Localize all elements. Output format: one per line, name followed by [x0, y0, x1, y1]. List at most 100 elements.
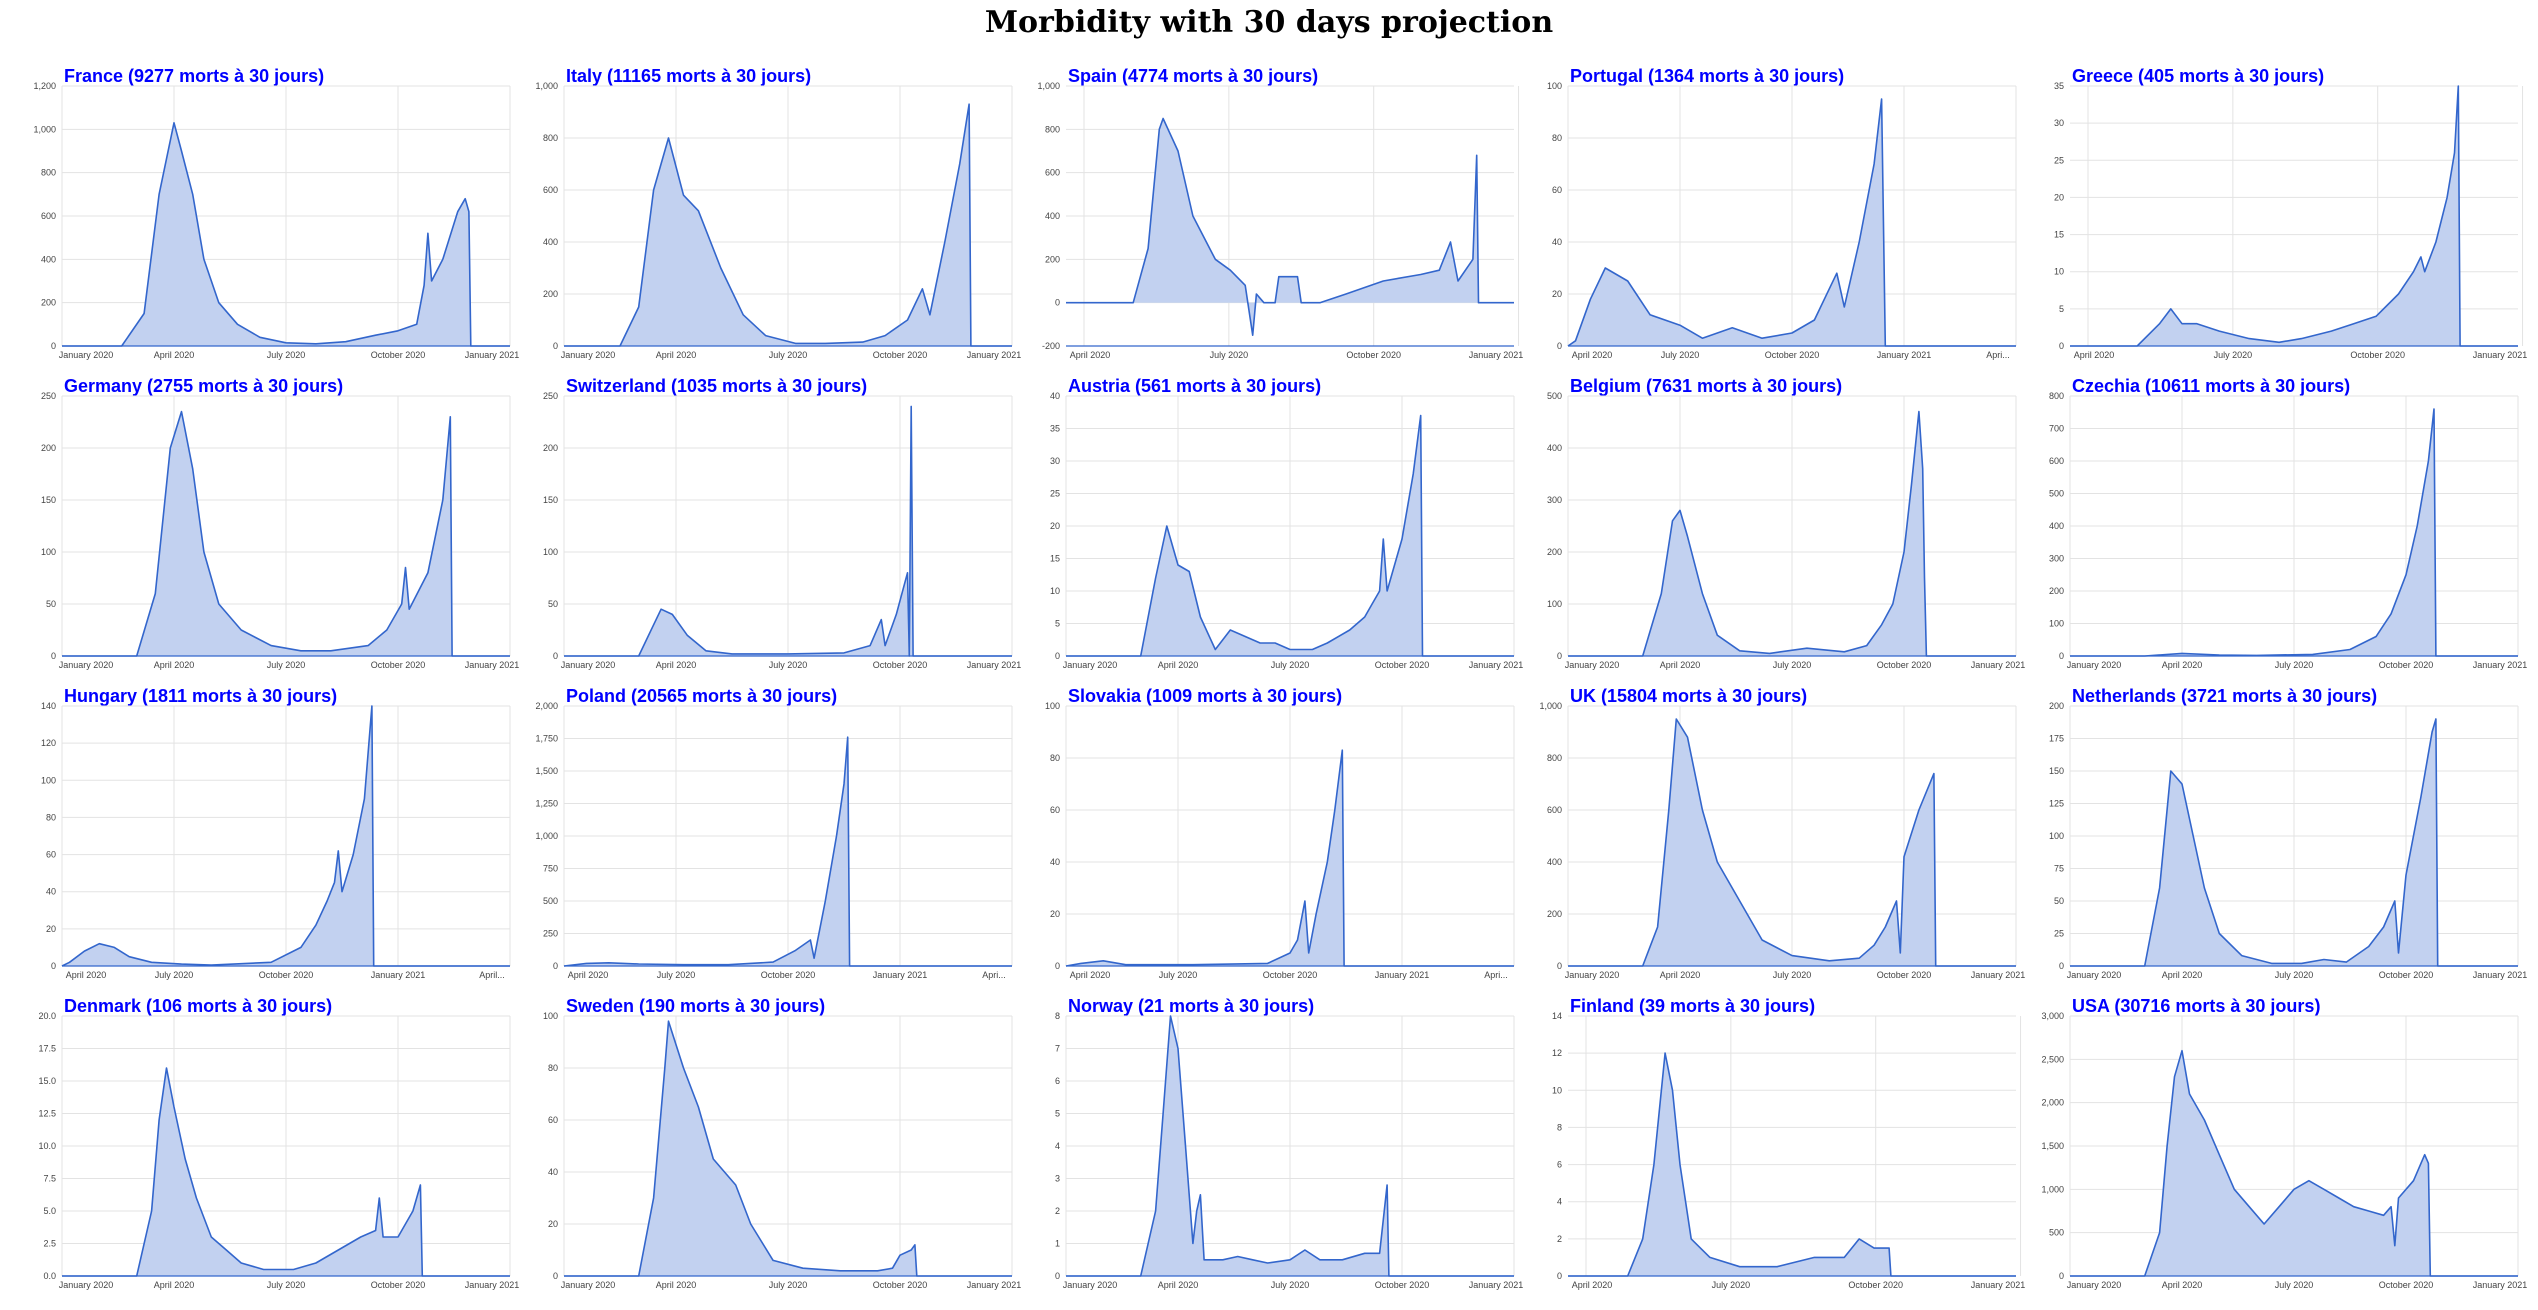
x-tick-label: April 2020 — [66, 970, 107, 980]
series-area — [1568, 99, 2016, 346]
series-area — [1066, 118, 1514, 336]
y-tick-label: 800 — [1045, 124, 1060, 134]
y-tick-label: 15.0 — [38, 1076, 56, 1086]
y-tick-label: 0.0 — [43, 1271, 56, 1281]
x-tick-label: July 2020 — [1773, 970, 1812, 980]
y-tick-label: 3,000 — [2041, 1011, 2064, 1021]
series-line — [2070, 85, 2518, 347]
y-tick-label: 0 — [1055, 298, 1060, 308]
chart-title: Belgium (7631 morts à 30 jours) — [1570, 376, 1842, 396]
y-tick-label: 400 — [41, 254, 56, 264]
series-area — [2070, 86, 2518, 346]
x-tick-label: October 2020 — [2379, 970, 2434, 980]
series-line — [1066, 1015, 1514, 1277]
y-tick-label: 0 — [1055, 1271, 1060, 1281]
chart-title: Spain (4774 morts à 30 jours) — [1068, 66, 1318, 86]
series-line — [1066, 414, 1514, 657]
y-tick-label: 10.0 — [38, 1141, 56, 1151]
x-tick-label: January 2021 — [2473, 660, 2528, 670]
series-line — [61, 705, 510, 967]
series-area — [2070, 1050, 2518, 1276]
chart-title: Germany (2755 morts à 30 jours) — [64, 376, 343, 396]
y-tick-label: 750 — [543, 864, 558, 874]
y-tick-label: 10 — [1552, 1085, 1562, 1095]
y-tick-label: 12 — [1552, 1048, 1562, 1058]
y-tick-label: 6 — [1055, 1076, 1060, 1086]
y-tick-label: 20 — [1552, 289, 1562, 299]
y-tick-label: 200 — [543, 289, 558, 299]
y-tick-label: 250 — [41, 391, 56, 401]
x-tick-label: October 2020 — [873, 660, 928, 670]
y-tick-label: 500 — [2049, 1228, 2064, 1238]
y-tick-label: 700 — [2049, 424, 2064, 434]
y-tick-label: 25 — [2054, 155, 2064, 165]
x-tick-label: October 2020 — [873, 1280, 928, 1290]
y-tick-label: 2,000 — [2041, 1098, 2064, 1108]
x-tick-label: October 2020 — [761, 970, 816, 980]
y-tick-label: 100 — [2049, 831, 2064, 841]
y-tick-label: 40 — [1050, 391, 1060, 401]
chart-panel: Greece (405 morts à 30 jours) 0 5 10 15 20 25 3… — [2054, 66, 2527, 360]
chart-panel: Netherlands (3721 morts à 30 jours) 0 25 50… — [2049, 686, 2527, 980]
y-tick-label: 60 — [1050, 805, 1060, 815]
x-tick-label: July 2020 — [1271, 1280, 1310, 1290]
chart-title: Poland (20565 morts à 30 jours) — [566, 686, 837, 706]
y-tick-label: 200 — [1045, 254, 1060, 264]
y-tick-label: 20 — [1050, 521, 1060, 531]
chart-title: Netherlands (3721 morts à 30 jours) — [2072, 686, 2377, 706]
x-tick-label: January 2021 — [967, 350, 1022, 360]
chart-panel: Sweden (190 morts à 30 jours) 0 20 40 60 80 10… — [543, 996, 1021, 1290]
x-tick-label: April 2020 — [1158, 1280, 1199, 1290]
chart-title: Hungary (1811 morts à 30 jours) — [64, 686, 337, 706]
chart-title: Austria (561 morts à 30 jours) — [1068, 376, 1321, 396]
y-tick-label: 1,000 — [535, 831, 558, 841]
y-tick-label: 2 — [1055, 1206, 1060, 1216]
y-tick-label: 7.5 — [43, 1174, 56, 1184]
y-tick-label: 1,200 — [33, 81, 56, 91]
y-tick-label: 800 — [543, 133, 558, 143]
y-tick-label: 0 — [51, 961, 56, 971]
x-tick-label: Apri... — [1986, 350, 2010, 360]
y-tick-label: 0 — [2059, 961, 2064, 971]
x-tick-label: January 2021 — [465, 1280, 520, 1290]
x-tick-label: April 2020 — [1070, 970, 1111, 980]
series-line — [2070, 1049, 2518, 1277]
x-tick-label: April 2020 — [1660, 970, 1701, 980]
y-tick-label: 50 — [548, 599, 558, 609]
y-tick-label: 20 — [548, 1219, 558, 1229]
y-tick-label: 1,500 — [535, 766, 558, 776]
chart-panel: USA (30716 morts à 30 jours) 0 500 1,000 1,5… — [2041, 996, 2527, 1290]
series-area — [1066, 1016, 1514, 1276]
y-tick-label: 20 — [46, 924, 56, 934]
x-tick-label: April 2020 — [2074, 350, 2115, 360]
y-tick-label: 600 — [1045, 168, 1060, 178]
x-tick-label: January 2020 — [561, 1280, 616, 1290]
x-tick-label: April 2020 — [2162, 1280, 2203, 1290]
y-tick-label: 8 — [1557, 1122, 1562, 1132]
x-tick-label: October 2020 — [2379, 1280, 2434, 1290]
y-tick-label: 40 — [46, 887, 56, 897]
y-tick-label: 200 — [41, 298, 56, 308]
y-tick-label: 1,000 — [1539, 701, 1562, 711]
series-area — [62, 411, 510, 656]
x-tick-label: January 2021 — [1469, 1280, 1524, 1290]
x-tick-label: January 2021 — [1469, 350, 1524, 360]
series-area — [2070, 409, 2518, 656]
series-line — [1066, 117, 1514, 336]
chart-title: Sweden (190 morts à 30 jours) — [566, 996, 825, 1016]
x-tick-label: January 2020 — [1565, 970, 1620, 980]
y-tick-label: 250 — [543, 391, 558, 401]
y-tick-label: 14 — [1552, 1011, 1562, 1021]
y-tick-label: 20.0 — [38, 1011, 56, 1021]
y-tick-label: 50 — [2054, 896, 2064, 906]
y-tick-label: 400 — [1045, 211, 1060, 221]
y-tick-label: 100 — [1547, 599, 1562, 609]
x-tick-label: July 2020 — [2275, 660, 2314, 670]
chart-panel: Belgium (7631 morts à 30 jours) 0 100 200 30… — [1547, 376, 2025, 670]
x-tick-label: July 2020 — [2275, 1280, 2314, 1290]
x-tick-label: July 2020 — [2275, 970, 2314, 980]
x-tick-label: October 2020 — [1877, 970, 1932, 980]
y-tick-label: 300 — [1547, 495, 1562, 505]
y-tick-label: 1,750 — [535, 734, 558, 744]
